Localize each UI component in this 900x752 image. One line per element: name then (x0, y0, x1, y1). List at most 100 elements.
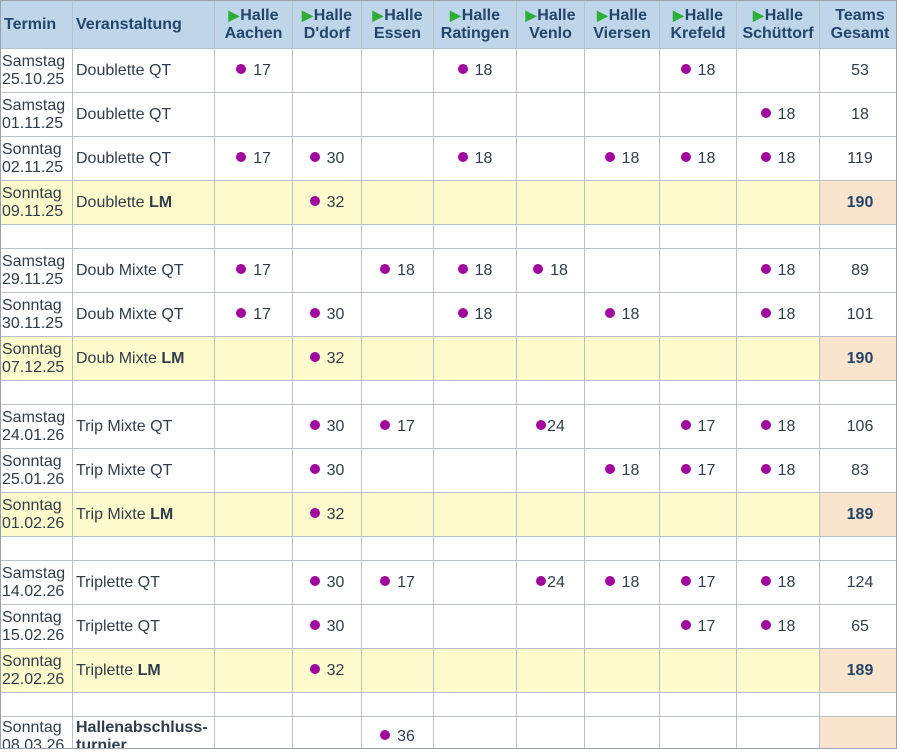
hall-cell: 18 (433, 292, 517, 337)
hall-cell (433, 560, 517, 605)
spacer-cell (361, 224, 434, 249)
dot-icon (309, 507, 320, 518)
dot-icon (309, 575, 320, 586)
teams-total: 190 (819, 336, 896, 381)
weekday: Samstag (2, 564, 66, 582)
event-cell: Trip Mixte QT (72, 448, 215, 493)
spacer-cell (516, 692, 585, 717)
hall-header-schuettorf[interactable]: ▶Halle Schüttorf (736, 1, 820, 49)
dot-icon (760, 419, 771, 430)
teams-total: 83 (819, 448, 896, 493)
hall-cell: 32 (292, 648, 362, 693)
hall-name: Schüttorf (742, 25, 814, 42)
hall-cell: 18 (584, 560, 660, 605)
lm-row: Sonntag 09.11.25 Doublette LM 32 190 (1, 180, 896, 225)
hall-header-viersen[interactable]: ▶Halle Viersen (584, 1, 660, 49)
event-cell: Trip Mixte QT (72, 404, 215, 449)
dot-icon (309, 619, 320, 630)
hall-header-krefeld[interactable]: ▶Halle Krefeld (659, 1, 737, 49)
hall-cell (659, 492, 737, 537)
hall-cell (584, 404, 660, 449)
dot-icon (309, 151, 320, 162)
dot-icon (457, 63, 468, 74)
play-arrow-icon: ▶ (449, 7, 461, 23)
termin-cell: Sonntag 08.03.26 (1, 716, 73, 748)
hall-name: D'dorf (303, 25, 351, 42)
hall-header-ratingen[interactable]: ▶Halle Ratingen (433, 1, 517, 49)
weekday: Samstag (2, 252, 66, 270)
weekday: Samstag (2, 408, 66, 426)
hall-cell (659, 648, 737, 693)
team-count: 18 (474, 61, 493, 79)
spacer-cell (736, 224, 820, 249)
hall-cell: 17 (659, 604, 737, 649)
team-count: 18 (621, 573, 640, 591)
team-count: 18 (777, 261, 796, 279)
hall-cell: 17 (659, 560, 737, 605)
hall-cell (361, 648, 434, 693)
event-name: Trip Mixte (76, 505, 151, 523)
event-name: Trip Mixte QT (76, 417, 173, 435)
dot-icon (604, 307, 615, 318)
play-arrow-icon: ▶ (525, 7, 537, 23)
hall-name: Aachen (224, 25, 283, 42)
play-arrow-icon: ▶ (301, 7, 313, 23)
play-arrow-icon: ▶ (228, 7, 240, 23)
teams-total (819, 716, 896, 748)
hall-cell: 32 (292, 180, 362, 225)
teams-total: 89 (819, 248, 896, 293)
event-name: Doub Mixte (76, 349, 162, 367)
spacer-cell (516, 380, 585, 405)
spacer-cell (72, 380, 215, 405)
hall-cell (292, 716, 362, 748)
hall-cell: 17 (214, 136, 293, 181)
date: 29.11.25 (2, 270, 64, 288)
table-row: Samstag 29.11.25 Doub Mixte QT 17 18 18 18 18 89 (1, 248, 896, 293)
weekday: Samstag (2, 96, 66, 114)
spacer-cell (819, 536, 896, 561)
team-count: 18 (777, 617, 796, 635)
team-count: 18 (777, 417, 796, 435)
hall-header-ddorf[interactable]: ▶Halle D'dorf (292, 1, 362, 49)
team-count: 30 (326, 305, 345, 323)
hall-header-venlo[interactable]: ▶Halle Venlo (516, 1, 585, 49)
hall-cell: 18 (736, 292, 820, 337)
hall-header-essen[interactable]: ▶Halle Essen (361, 1, 434, 49)
spacer-cell (1, 224, 73, 249)
date: 09.11.25 (2, 202, 64, 220)
date: 24.01.26 (2, 426, 65, 444)
dot-icon (680, 619, 691, 630)
hall-cell: 18 (736, 448, 820, 493)
team-count: 30 (326, 573, 345, 591)
event-cell: Doub Mixte QT (72, 248, 215, 293)
hall-cell (214, 448, 293, 493)
weekday: Sonntag (2, 608, 62, 626)
team-count: 17 (697, 461, 716, 479)
team-count: 24 (547, 573, 565, 591)
termin-cell: Sonntag 02.11.25 (1, 136, 73, 181)
halle-label: Halle (764, 7, 804, 24)
event-name: Doub Mixte QT (76, 305, 184, 323)
hall-cell (584, 248, 660, 293)
spacer-cell (736, 692, 820, 717)
event-name: Triplette (76, 661, 138, 679)
event-cell: Triplette LM (72, 648, 215, 693)
event-lm-label: LM (150, 505, 174, 523)
event-cell: Doublette QT (72, 136, 215, 181)
hall-cell (433, 492, 517, 537)
spacer-cell (584, 224, 660, 249)
date: 07.12.25 (2, 358, 65, 376)
hall-cell (433, 716, 517, 748)
hall-cell (214, 92, 293, 137)
hall-cell: 30 (292, 448, 362, 493)
hall-cell (516, 604, 585, 649)
team-count: 32 (326, 661, 345, 679)
hall-cell (516, 136, 585, 181)
spacer-cell (292, 536, 362, 561)
hall-cell: 30 (292, 136, 362, 181)
hall-cell: 36 (361, 716, 434, 748)
weekday: Samstag (2, 52, 66, 70)
hall-header-aachen[interactable]: ▶Halle Aachen (214, 1, 293, 49)
team-count: 17 (397, 417, 415, 435)
